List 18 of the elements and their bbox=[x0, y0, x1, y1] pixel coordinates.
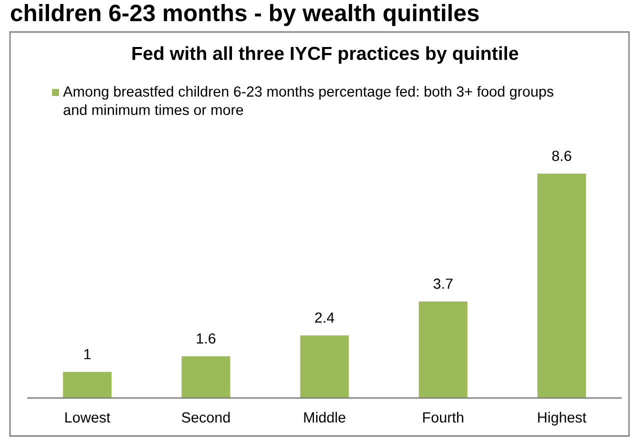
data-label: 3.7 bbox=[434, 278, 453, 289]
x-tick-label: Second bbox=[182, 412, 230, 423]
x-tick-label: Lowest bbox=[65, 412, 110, 423]
bar bbox=[418, 301, 468, 398]
bar bbox=[537, 174, 586, 398]
chart-subtitle: Fed with all three IYCF practices by quintile bbox=[132, 46, 518, 64]
data-label: 1.6 bbox=[196, 333, 216, 344]
legend-label: Among breastfed children 6-23 months percentage fed: both 3+ food groups and minimum times or more bbox=[63, 86, 554, 116]
bar bbox=[300, 335, 349, 398]
x-tick-label: Highest bbox=[538, 412, 586, 426]
data-label: 2.4 bbox=[315, 312, 334, 323]
x-tick-label: Fourth bbox=[423, 412, 464, 423]
chart-title: children 6-23 months - by wealth quintiles bbox=[10, 4, 479, 26]
x-tick-label: Middle bbox=[304, 412, 346, 423]
bar bbox=[182, 356, 230, 398]
data-label: 1 bbox=[84, 349, 91, 360]
bar bbox=[62, 372, 112, 398]
data-label: 8.6 bbox=[552, 150, 572, 162]
